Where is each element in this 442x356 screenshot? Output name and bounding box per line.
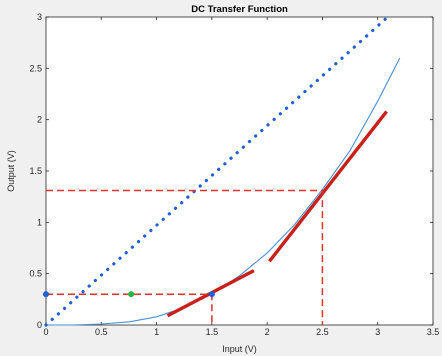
x-tick-label: 3.5 xyxy=(427,327,440,337)
x-tick-label: 1.5 xyxy=(206,327,219,337)
y-tick-label: 0 xyxy=(37,320,42,330)
x-tick-label: 0.5 xyxy=(95,327,108,337)
unity-gain-dotted-series xyxy=(44,15,390,327)
data-point-marker xyxy=(208,291,215,298)
chart-title: DC Transfer Function xyxy=(191,4,288,15)
y-tick-label: 2 xyxy=(37,115,42,125)
x-tick-label: 1 xyxy=(154,327,159,337)
y-tick-label: 3 xyxy=(37,12,42,22)
y-tick-label: 2.5 xyxy=(29,63,42,73)
operating-point-dashed-guide xyxy=(46,189,324,325)
plot-area xyxy=(45,16,434,326)
x-tick-label: 2.5 xyxy=(316,327,329,337)
data-point-marker xyxy=(42,291,50,298)
x-tick-label: 2 xyxy=(265,327,270,337)
x-tick-label: 0 xyxy=(43,327,48,337)
x-tick-label: 3 xyxy=(375,327,380,337)
y-tick-label: 1 xyxy=(37,217,42,227)
y-axis-label: Output (V) xyxy=(6,150,16,192)
y-tick-label: 0.5 xyxy=(29,269,42,279)
data-point-marker xyxy=(128,291,135,298)
y-tick-label: 1.5 xyxy=(29,166,42,176)
x-axis-label: Input (V) xyxy=(222,344,257,354)
tangent-line-series xyxy=(268,110,388,263)
